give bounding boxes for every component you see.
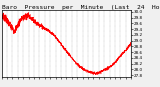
- Text: Baro  Pressure  per  Minute  (Last  24  Hours): Baro Pressure per Minute (Last 24 Hours): [2, 5, 160, 10]
